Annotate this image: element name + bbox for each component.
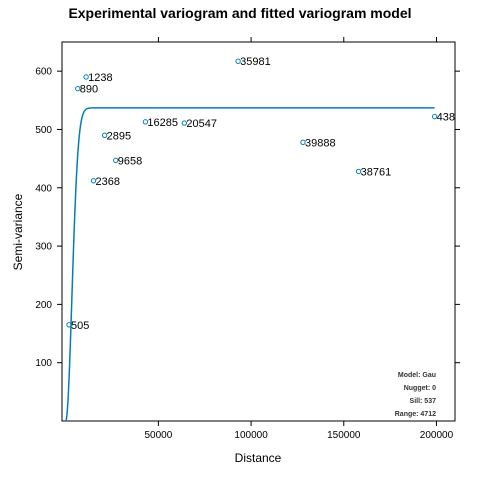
data-point <box>66 322 72 328</box>
point-label: 39888 <box>305 137 336 149</box>
point-label: 438 <box>437 112 455 124</box>
chart-title: Experimental variogram and fitted variog… <box>68 5 411 21</box>
point-label: 35981 <box>240 56 271 68</box>
y-axis-label: Semi-variance <box>11 193 25 270</box>
point-label: 2368 <box>96 176 120 188</box>
data-point <box>113 157 119 164</box>
y-tick-label: 400 <box>35 183 52 194</box>
model-info-line: Range: 4712 <box>395 411 436 418</box>
x-tick-label: 150000 <box>327 430 361 441</box>
data-point <box>235 58 241 64</box>
model-info-line: Model: Gau <box>398 372 436 379</box>
x-tick-label: 100000 <box>234 430 268 441</box>
data-point <box>355 168 362 175</box>
point-label: 38761 <box>361 166 392 178</box>
point-label: 505 <box>71 320 89 332</box>
data-point <box>83 74 89 80</box>
data-point <box>142 119 149 125</box>
x-tick-label: 200000 <box>420 430 454 441</box>
x-axis: 50000 100000 150000 200000 <box>144 37 454 441</box>
x-tick-label: 50000 <box>144 430 172 441</box>
point-label: 1238 <box>88 72 112 84</box>
y-tick-label: 100 <box>35 358 52 369</box>
point-label: 9658 <box>118 155 142 167</box>
data-point <box>101 132 108 138</box>
point-label: 890 <box>80 84 98 96</box>
point-label: 20547 <box>186 118 217 130</box>
y-tick-label: 200 <box>35 300 52 311</box>
x-axis-label: Distance <box>235 451 282 465</box>
data-point <box>75 85 81 92</box>
data-point <box>181 120 188 126</box>
point-label: 2895 <box>107 130 131 142</box>
plot-frame <box>61 41 456 422</box>
point-label: 16285 <box>147 117 178 129</box>
model-info-box: Model: Gau Nugget: 0 Sill: 537 Range: 4712 <box>395 372 436 418</box>
model-info-line: Nugget: 0 <box>404 385 436 392</box>
data-point <box>90 178 97 184</box>
y-tick-label: 500 <box>35 125 52 136</box>
data-point <box>431 113 438 120</box>
data-point <box>300 139 306 145</box>
y-tick-label: 600 <box>35 67 52 78</box>
model-info-line: Sill: 537 <box>410 398 437 405</box>
y-tick-label: 300 <box>35 242 52 253</box>
y-axis: 100 200 300 400 500 600 <box>35 67 460 369</box>
fitted-model-curve <box>65 107 435 422</box>
